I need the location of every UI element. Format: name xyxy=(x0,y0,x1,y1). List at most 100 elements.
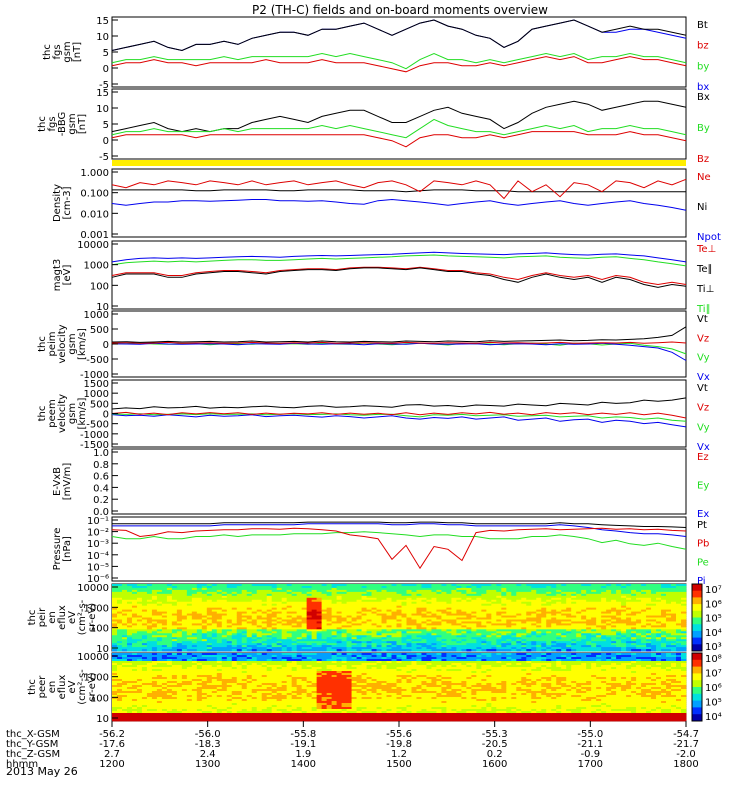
spectrogram-cell xyxy=(541,649,546,651)
spectrogram-cell xyxy=(302,649,307,651)
colorbar-tick-label: 10⁶ xyxy=(705,599,722,610)
series-line-3 xyxy=(112,179,686,198)
y-axis-label: E-VxB[mV/m] xyxy=(52,463,73,501)
spectrogram-cell xyxy=(571,649,576,651)
y-axis-label: Density[cm-3] xyxy=(52,184,73,222)
y-axis-label: Pressure[nPa] xyxy=(52,528,73,571)
legend-entry: Vz xyxy=(697,333,709,344)
spectrogram-cell xyxy=(681,649,686,651)
spectrogram-cell xyxy=(421,649,426,651)
spectrogram-cell xyxy=(621,649,626,651)
legend-entry: Vt xyxy=(697,314,708,325)
spectrogram-cell xyxy=(152,649,157,651)
legend-entry: Ne xyxy=(697,172,711,183)
spectrogram-cell xyxy=(337,649,342,651)
colorbar-segment xyxy=(692,621,702,625)
spectrogram-cell xyxy=(461,649,466,651)
spectrogram-cell xyxy=(591,649,596,651)
spectrogram-cell xyxy=(182,649,187,651)
y-tick-label: 1000 xyxy=(84,310,109,321)
y-tick-label: 1.0 xyxy=(93,448,109,459)
colorbar-segment xyxy=(692,611,702,615)
legend-entry: By xyxy=(697,123,710,134)
spectrogram-cell xyxy=(112,649,117,651)
spectrogram-cell xyxy=(387,649,392,651)
spectrogram-cell xyxy=(117,719,122,721)
legend-entry: by xyxy=(697,61,709,72)
spectrogram-cell xyxy=(122,649,127,651)
spectrogram-cell xyxy=(227,649,232,651)
legend-entry: Pt xyxy=(697,520,707,531)
colorbar-segment xyxy=(692,631,702,635)
spectrogram-cell xyxy=(372,649,377,651)
series-line-1 xyxy=(112,532,686,550)
spectrogram-cell xyxy=(626,649,631,651)
spectrogram-cell xyxy=(172,649,177,651)
spectrogram-cell xyxy=(212,649,217,651)
series-line-3 xyxy=(112,342,686,343)
spectrogram-cell xyxy=(157,719,162,721)
spectrogram-cell xyxy=(511,649,516,651)
series-line-1 xyxy=(112,415,686,427)
spectrogram-cell xyxy=(441,649,446,651)
yellow-bar xyxy=(112,160,686,166)
spectrogram-cell xyxy=(431,649,436,651)
y-tick-label: 5 xyxy=(103,120,109,131)
spectrogram-cell xyxy=(491,649,496,651)
spectrogram-cell xyxy=(436,649,441,651)
legend-entry: Ex xyxy=(697,509,709,520)
spectrogram-cell xyxy=(471,649,476,651)
spectrogram-cell xyxy=(556,649,561,651)
spectrogram-cell xyxy=(297,649,302,651)
spectrogram-cell xyxy=(616,649,621,651)
spectrogram-cell xyxy=(392,649,397,651)
legend-entry: Vy xyxy=(697,422,710,433)
y-tick-label: 15 xyxy=(96,88,109,99)
spectrogram-cell xyxy=(237,649,242,651)
legend-entry: Te⊥ xyxy=(696,244,716,255)
y-tick-label: 10000 xyxy=(77,240,109,251)
legend-entry: Ey xyxy=(697,481,709,492)
spectrogram-cell xyxy=(312,649,317,651)
spectrogram-cell xyxy=(187,719,192,721)
legend-entry: bz xyxy=(697,41,709,52)
spectrogram-cell xyxy=(192,649,197,651)
spectrogram-cell xyxy=(426,649,431,651)
spectrogram-cell xyxy=(411,649,416,651)
spectrogram-cell xyxy=(646,649,651,651)
y-tick-label: 10⁻⁵ xyxy=(87,562,109,573)
spectrogram-cell xyxy=(177,649,182,651)
spectrogram-cell xyxy=(367,649,372,651)
spectrogram-cell xyxy=(322,649,327,651)
y-tick-label: 0.6 xyxy=(93,472,109,483)
colorbar-segment xyxy=(692,594,702,598)
series-line-2 xyxy=(112,343,686,360)
spectrogram-cell xyxy=(227,719,232,721)
y-tick-label: 0.8 xyxy=(93,460,109,471)
spectrogram-cell xyxy=(476,649,481,651)
legend-entry: Ez xyxy=(697,452,709,463)
colorbar-segment xyxy=(692,634,702,638)
y-tick-label: 0.2 xyxy=(93,495,109,506)
legend-entry: Ni xyxy=(697,202,707,213)
spectrogram-cell xyxy=(581,649,586,651)
spectrogram-cell xyxy=(636,649,641,651)
y-axis-label-line: sr-eV) xyxy=(87,603,98,632)
spectrogram-cell xyxy=(282,649,287,651)
spectrogram-cell xyxy=(561,649,566,651)
spectrogram-cell xyxy=(197,719,202,721)
colorbar-segment xyxy=(692,644,702,648)
y-tick-label: 10 xyxy=(96,32,109,43)
panel-frame xyxy=(112,517,686,581)
panel-frame xyxy=(112,169,686,237)
spectrogram-cell xyxy=(327,649,332,651)
colorbar-segment xyxy=(692,597,702,601)
y-tick-label: 100 xyxy=(90,281,109,292)
